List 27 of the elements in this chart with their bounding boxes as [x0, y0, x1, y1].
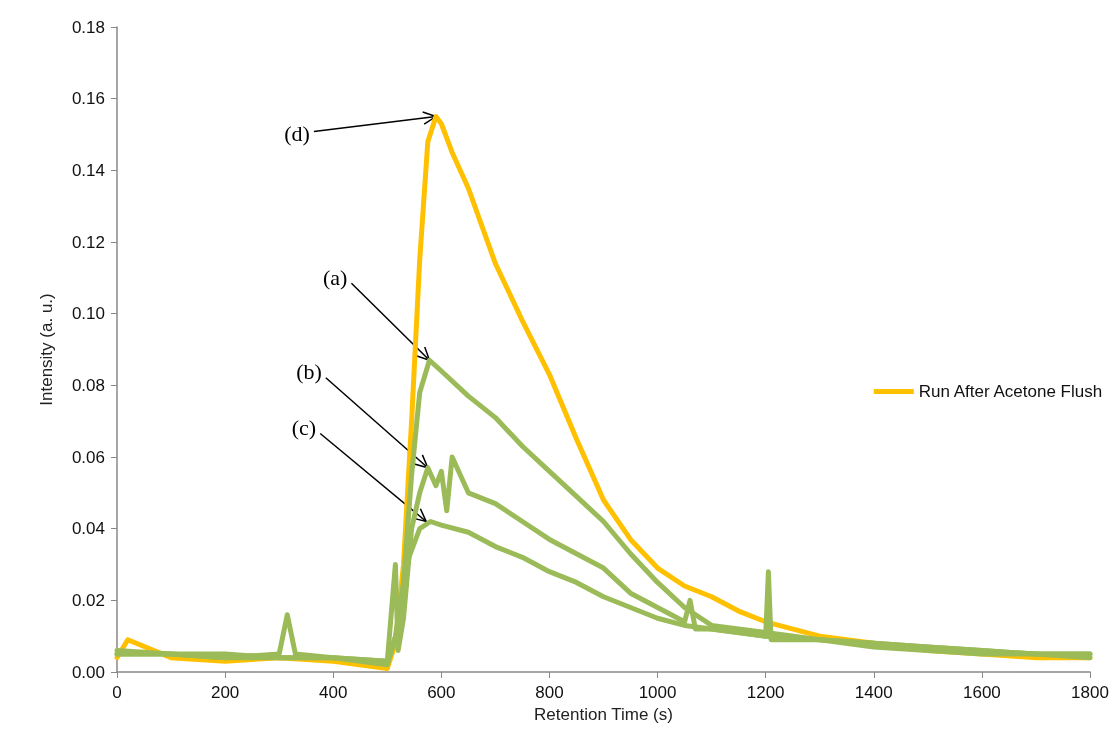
y-tick-label: 0.14 — [71, 160, 105, 180]
y-tick-label: 0.04 — [71, 519, 105, 539]
y-tick-label: 0.16 — [71, 89, 105, 109]
y-tick-label: 0.10 — [71, 304, 105, 324]
x-tick-label: 800 — [535, 683, 564, 702]
annotation: (c) — [291, 415, 317, 440]
y-axis-title: Intensity (a. u.) — [37, 293, 56, 406]
x-tick-label: 1000 — [638, 683, 677, 702]
x-tick-label: 1600 — [962, 683, 1001, 702]
y-tick-label: 0.06 — [71, 447, 105, 467]
x-tick-label: 0 — [112, 683, 122, 702]
annotation: (a) — [323, 264, 348, 290]
y-tick-label: 0.00 — [71, 662, 105, 682]
x-tick-label: 200 — [210, 683, 240, 702]
x-axis-title: Retention Time (s) — [534, 705, 673, 724]
x-tick-label: 1200 — [746, 683, 785, 702]
y-tick-label: 0.12 — [71, 232, 105, 252]
x-tick-label: 400 — [319, 683, 348, 702]
y-tick-label: 0.08 — [71, 375, 105, 395]
annotation: (d) — [284, 121, 310, 147]
x-tick-label: 600 — [427, 683, 456, 702]
y-tick-label: 0.18 — [71, 17, 105, 37]
x-tick-label: 1800 — [1071, 683, 1109, 702]
y-tick-label: 0.02 — [71, 590, 105, 610]
legend-label: Run After Acetone Flush — [918, 382, 1103, 401]
annotation: (b) — [296, 359, 322, 385]
x-tick-label: 1400 — [854, 683, 893, 702]
